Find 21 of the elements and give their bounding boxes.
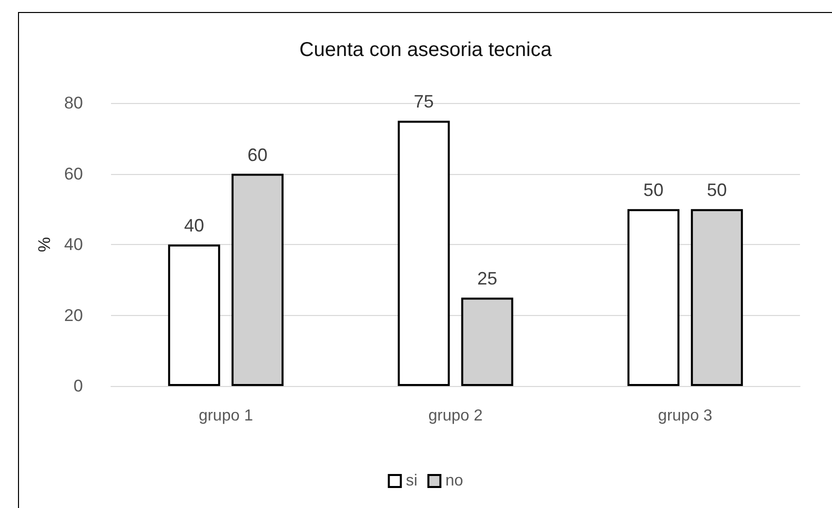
legend-label: si xyxy=(406,472,418,490)
x-tick-label: grupo 2 xyxy=(428,408,483,424)
data-label: 40 xyxy=(184,216,204,236)
data-label: 25 xyxy=(477,268,498,289)
y-tick-label: 20 xyxy=(64,306,83,325)
x-tick-label: grupo 3 xyxy=(658,408,712,424)
y-tick-label: 0 xyxy=(74,376,83,396)
chart-title: Cuenta con asesoria tecnica xyxy=(299,39,553,61)
y-tick-label: 80 xyxy=(64,94,83,112)
bar xyxy=(168,244,220,386)
legend-label: no xyxy=(445,472,464,490)
data-label: 75 xyxy=(414,92,434,112)
bar xyxy=(627,209,680,386)
y-tick-label: 60 xyxy=(64,164,83,184)
bar xyxy=(398,120,450,386)
x-tick-label: grupo 1 xyxy=(198,408,254,424)
data-label: 60 xyxy=(248,144,268,165)
data-label: 50 xyxy=(706,180,727,200)
y-axis-title: % xyxy=(35,236,54,252)
data-label: 50 xyxy=(643,180,664,200)
y-tick-label: 40 xyxy=(64,235,83,254)
